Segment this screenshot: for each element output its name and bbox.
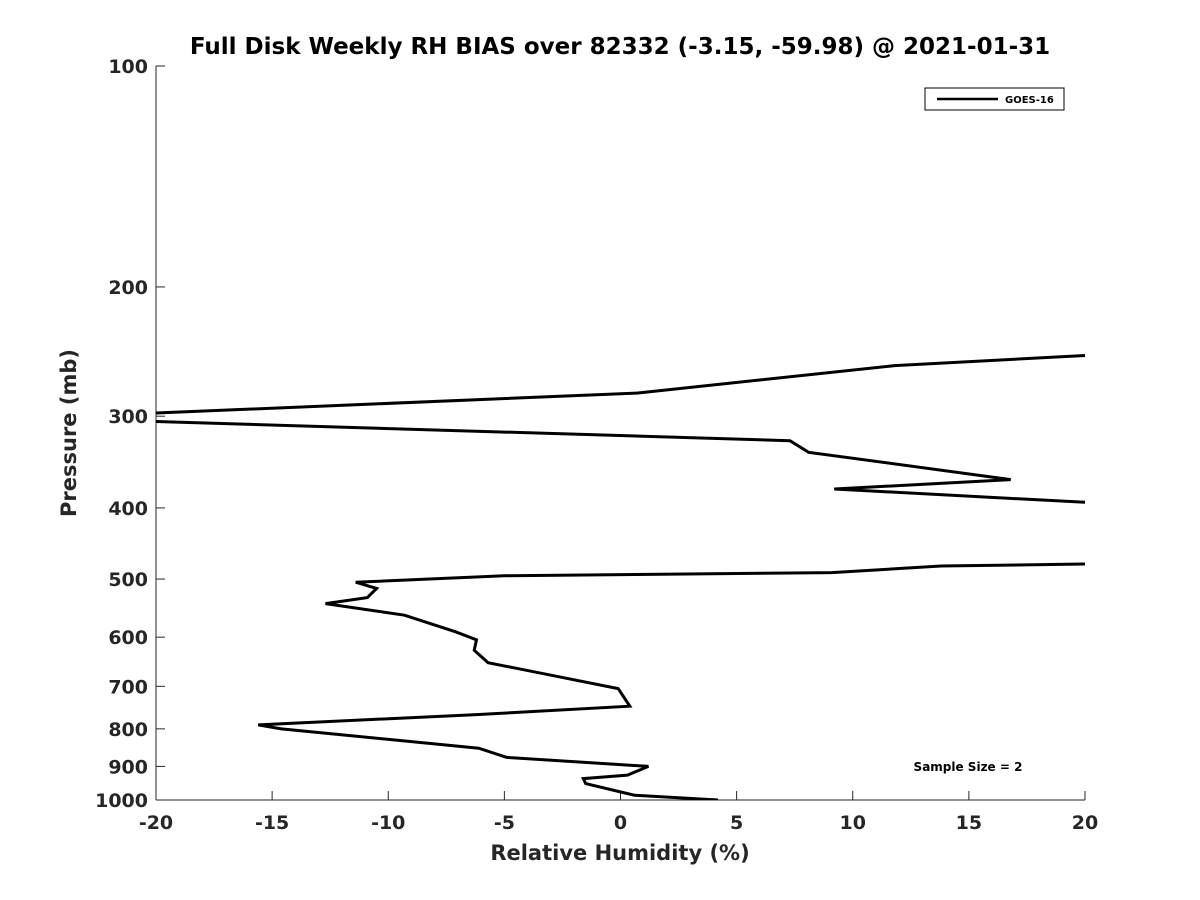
x-tick-label: -10 [371,812,405,834]
legend-label-goes-16: GOES-16 [1005,95,1054,106]
y-tick-label: 1000 [95,790,148,812]
x-axis: -20 -15 -10 -5 0 5 10 15 20 [139,791,1098,834]
y-axis: 100 200 300 400 500 600 700 800 900 1000 [95,56,165,812]
y-tick-label: 200 [108,277,148,299]
y-tick-label: 100 [108,56,148,78]
y-tick-label: 600 [108,627,148,649]
x-tick-label: 15 [956,812,982,834]
x-tick-label: 10 [840,812,866,834]
series-line-goes-16-segment-1 [257,562,1085,800]
series-layer [156,354,1085,800]
x-tick-label: 0 [614,812,627,834]
x-tick-label: -20 [139,812,173,834]
series-line-goes-16-segment-3 [156,354,1085,415]
chart-title: Full Disk Weekly RH BIAS over 82332 (-3.… [190,34,1050,60]
sample-size-annotation: Sample Size = 2 [914,760,1023,774]
x-axis-label: Relative Humidity (%) [490,841,749,865]
y-tick-label: 500 [108,569,148,591]
plot-area [156,66,1085,800]
x-tick-label: -15 [255,812,289,834]
legend: GOES-16 [924,87,1065,111]
series-line-goes-16-segment-2 [156,420,1085,504]
y-tick-label: 300 [108,406,148,428]
y-tick-label: 900 [108,756,148,778]
x-tick-label: 5 [730,812,743,834]
x-tick-label: -5 [494,812,515,834]
y-tick-label: 800 [108,719,148,741]
y-axis-label: Pressure (mb) [57,349,81,517]
y-tick-label: 400 [108,498,148,520]
x-tick-label: 20 [1072,812,1098,834]
y-tick-label: 700 [108,676,148,698]
